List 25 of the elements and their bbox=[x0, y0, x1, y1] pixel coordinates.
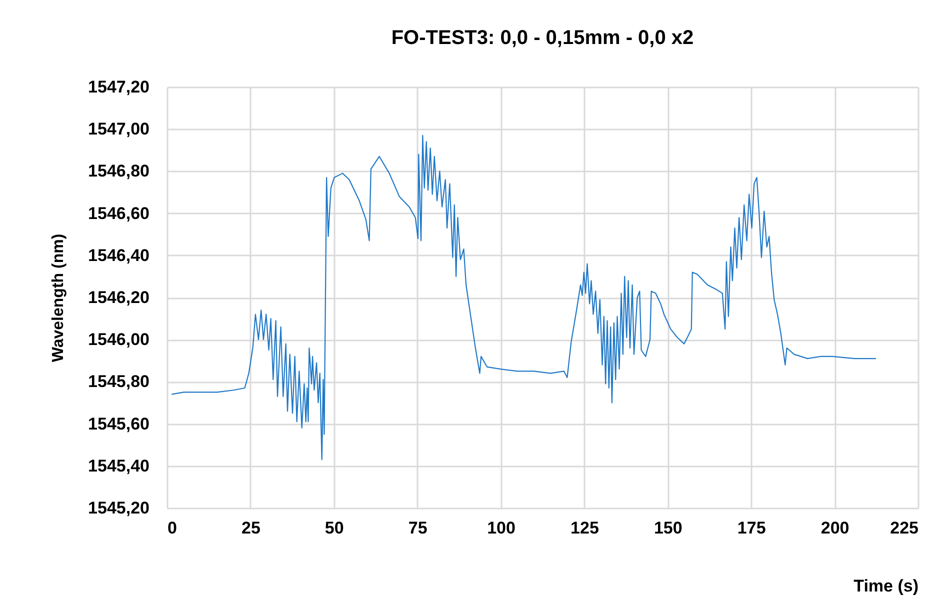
x-tick-label: 125 bbox=[570, 518, 599, 538]
x-tick-label: 225 bbox=[890, 518, 918, 538]
x-tick-label: 0 bbox=[168, 518, 177, 538]
line-series bbox=[171, 134, 876, 460]
y-tick-label: 1547,00 bbox=[88, 120, 150, 139]
x-tick-label: 25 bbox=[241, 518, 260, 538]
x-tick-label: 100 bbox=[487, 518, 516, 538]
y-tick-label: 1545,60 bbox=[88, 414, 150, 434]
y-tick-label: 1545,40 bbox=[88, 456, 150, 476]
y-axis-title: Wavelength (nm) bbox=[50, 234, 68, 362]
x-tick-label: 200 bbox=[820, 518, 850, 538]
x-tick-label: 175 bbox=[737, 518, 766, 538]
y-tick-label: 1546,80 bbox=[88, 162, 150, 181]
x-tick-label: 75 bbox=[408, 518, 428, 538]
y-tick-label: 1546,00 bbox=[88, 330, 150, 350]
chart-title: FO-TEST3: 0,0 - 0,15mm - 0,0 x2 bbox=[391, 27, 694, 49]
y-tick-label: 1545,80 bbox=[88, 372, 150, 392]
y-tick-label: 1545,20 bbox=[88, 498, 150, 518]
y-tick-label: 1546,40 bbox=[88, 246, 150, 265]
y-tick-label: 1547,20 bbox=[88, 78, 150, 96]
x-tick-label: 50 bbox=[324, 518, 344, 538]
y-tick-label: 1546,60 bbox=[88, 204, 150, 223]
y-tick-label: 1546,20 bbox=[88, 288, 150, 307]
x-tick-label: 150 bbox=[654, 518, 682, 538]
x-axis-title: Time (s) bbox=[854, 576, 918, 596]
